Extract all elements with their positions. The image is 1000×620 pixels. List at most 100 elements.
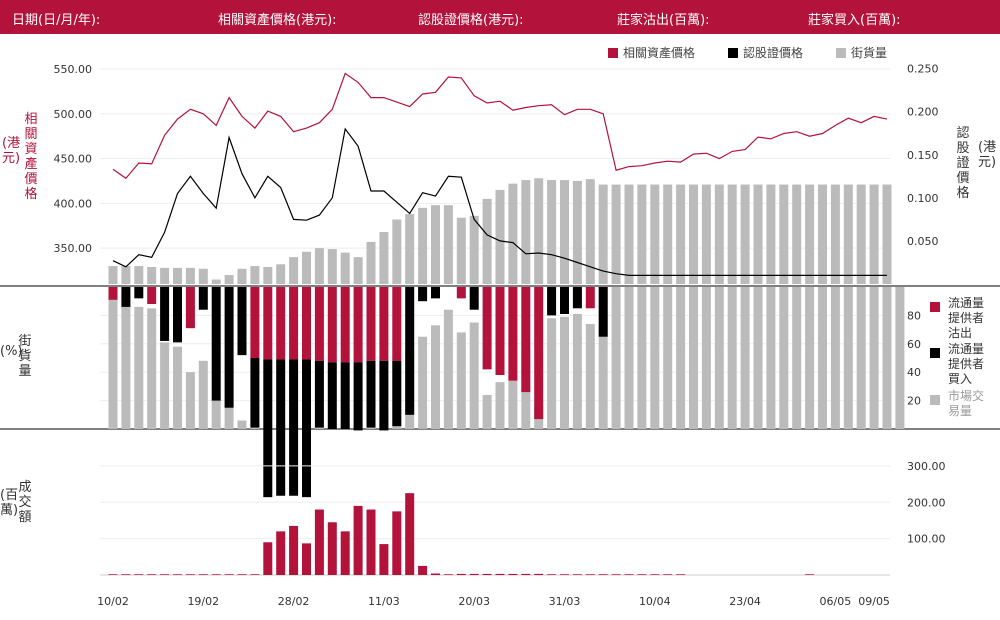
turnover-bar bbox=[676, 574, 686, 575]
outstanding-bar bbox=[456, 217, 466, 284]
x-tick-label: 10/04 bbox=[639, 595, 671, 608]
turnover-tick-label: 200.00 bbox=[907, 496, 946, 509]
lp-sell-bar bbox=[289, 287, 299, 360]
turnover-bar bbox=[121, 574, 131, 575]
outstanding-bar bbox=[624, 184, 634, 284]
market-volume-bar bbox=[572, 313, 582, 429]
outstanding-bar bbox=[495, 189, 505, 284]
lp-sell-bar bbox=[314, 287, 324, 361]
market-volume-bar bbox=[869, 287, 879, 429]
outstanding-bar bbox=[469, 215, 479, 284]
outstanding-bar bbox=[508, 183, 518, 284]
lp-sell-bar bbox=[147, 287, 157, 305]
lp-buy-bar bbox=[198, 287, 208, 310]
outstanding-bar bbox=[701, 184, 711, 284]
turnover-bar bbox=[353, 505, 363, 575]
outstanding-bar bbox=[263, 266, 273, 284]
outstanding-bar bbox=[340, 252, 350, 284]
turnover-bar bbox=[327, 522, 337, 575]
x-tick-label: 20/03 bbox=[458, 595, 490, 608]
outstanding-bar bbox=[805, 184, 815, 284]
market-volume-bar bbox=[134, 306, 144, 429]
lp-sell-bar bbox=[482, 287, 492, 370]
lp-sell-bar bbox=[585, 287, 595, 309]
lp-buy-bar bbox=[237, 287, 247, 356]
market-volume-bar bbox=[585, 323, 595, 429]
turnover-bar bbox=[418, 565, 428, 575]
turnover-bar bbox=[147, 574, 157, 575]
outstanding-bar bbox=[134, 266, 144, 284]
market-volume-bar bbox=[779, 287, 789, 429]
lp-buy-bar bbox=[392, 360, 402, 427]
outstanding-bar bbox=[650, 184, 660, 284]
turnover-bar bbox=[508, 573, 518, 575]
underlying-line bbox=[112, 72, 888, 180]
market-volume-bar bbox=[701, 287, 711, 429]
turnover-bar bbox=[289, 525, 299, 575]
lp-sell-bar bbox=[340, 287, 350, 363]
turnover-bar bbox=[598, 574, 608, 575]
market-volume-bar bbox=[818, 287, 827, 429]
market-volume-bar bbox=[173, 346, 182, 429]
left-tick-label: 500.00 bbox=[54, 108, 93, 121]
market-volume-bar bbox=[663, 287, 673, 429]
lp-buy-bar bbox=[340, 362, 350, 429]
left-tick-label: 350.00 bbox=[54, 242, 93, 255]
outstanding-bar bbox=[740, 184, 750, 284]
right-top-unit: (港元) bbox=[978, 140, 997, 170]
turnover-bar bbox=[366, 509, 376, 575]
market-volume-bar bbox=[676, 287, 686, 429]
outstanding-bar bbox=[302, 251, 311, 284]
lp-buy-bar bbox=[547, 287, 557, 316]
market-volume-bar bbox=[560, 316, 569, 429]
outstanding-bar bbox=[843, 184, 853, 284]
market-volume-bar bbox=[211, 399, 221, 429]
legend-underlying: 相關資產價格 bbox=[608, 44, 695, 61]
outstanding-bar bbox=[598, 184, 608, 284]
lp-buy-bar bbox=[327, 362, 337, 429]
market-volume-bar bbox=[160, 342, 170, 429]
outstanding-bar bbox=[198, 268, 208, 284]
outstanding-bar bbox=[560, 180, 569, 284]
x-tick-label: 31/03 bbox=[549, 595, 581, 608]
turnover-bar bbox=[495, 573, 505, 575]
left-tick-label: 400.00 bbox=[54, 197, 93, 210]
outstanding-bar bbox=[314, 248, 324, 284]
mid-label: 街貨量 bbox=[18, 334, 32, 379]
market-volume-bar bbox=[689, 287, 698, 429]
lp-sell-bar bbox=[508, 287, 518, 381]
x-tick-label: 28/02 bbox=[278, 595, 310, 608]
right-tick-label: 0.050 bbox=[907, 235, 939, 248]
lp-sell-bar bbox=[379, 287, 389, 361]
lp-sell-bar bbox=[276, 287, 286, 360]
legend-warrant: 認股證價格 bbox=[728, 44, 803, 61]
turnover-bar bbox=[624, 574, 634, 575]
header-mm-buy: 莊家買入(百萬): bbox=[808, 13, 901, 28]
outstanding-bar bbox=[173, 267, 182, 284]
turnover-bar bbox=[469, 573, 479, 575]
legend-lp-sell: 流通量提供者沽出 bbox=[930, 296, 996, 341]
bottom-unit: (百萬) bbox=[0, 488, 19, 518]
outstanding-bar bbox=[224, 275, 234, 284]
turnover-bar bbox=[134, 574, 144, 575]
turnover-bar bbox=[276, 531, 286, 575]
lp-sell-bar bbox=[250, 287, 260, 358]
outstanding-bar bbox=[766, 184, 776, 284]
right-tick-label: 0.200 bbox=[907, 106, 939, 119]
turnover-bar bbox=[456, 573, 466, 575]
lp-sell-bar bbox=[521, 287, 531, 393]
turnover-bar bbox=[534, 573, 544, 575]
market-volume-bar bbox=[469, 322, 479, 429]
outstanding-bar bbox=[830, 184, 840, 284]
market-volume-bar bbox=[456, 332, 466, 429]
header-warrant: 認股證價格(港元): bbox=[418, 13, 524, 28]
turnover-bar bbox=[263, 542, 273, 575]
market-volume-bar bbox=[805, 287, 815, 429]
turnover-bar bbox=[392, 511, 402, 575]
outstanding-bar bbox=[521, 180, 531, 284]
outstanding-bar bbox=[121, 266, 131, 284]
outstanding-bar bbox=[327, 249, 337, 284]
market-volume-bar bbox=[147, 308, 157, 429]
market-volume-bar bbox=[482, 394, 492, 429]
market-volume-bar bbox=[650, 287, 660, 429]
